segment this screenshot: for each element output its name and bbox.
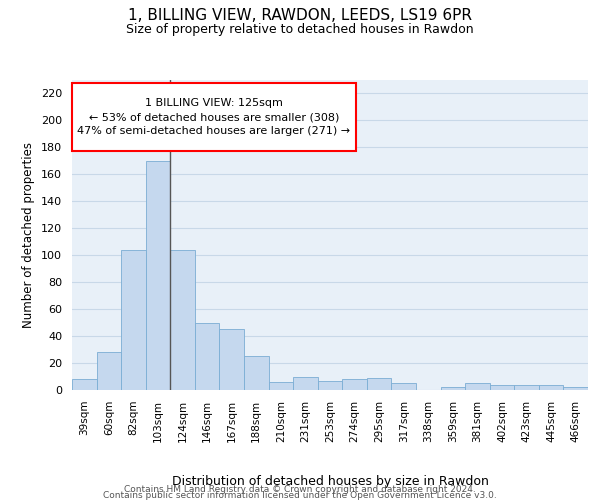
Bar — [563, 388, 588, 390]
Text: Distribution of detached houses by size in Rawdon: Distribution of detached houses by size … — [172, 474, 488, 488]
Bar — [539, 384, 563, 390]
Bar — [514, 384, 539, 390]
Bar — [170, 250, 195, 390]
Text: 1, BILLING VIEW, RAWDON, LEEDS, LS19 6PR: 1, BILLING VIEW, RAWDON, LEEDS, LS19 6PR — [128, 8, 472, 22]
Bar — [121, 250, 146, 390]
Text: 1 BILLING VIEW: 125sqm
← 53% of detached houses are smaller (308)
47% of semi-de: 1 BILLING VIEW: 125sqm ← 53% of detached… — [77, 98, 350, 136]
Bar — [220, 330, 244, 390]
Bar — [391, 384, 416, 390]
Bar — [293, 376, 318, 390]
Bar — [269, 382, 293, 390]
Bar — [367, 378, 391, 390]
Bar — [97, 352, 121, 390]
Bar — [146, 161, 170, 390]
Bar — [195, 322, 220, 390]
Text: Contains public sector information licensed under the Open Government Licence v3: Contains public sector information licen… — [103, 490, 497, 500]
Bar — [318, 380, 342, 390]
Bar — [465, 384, 490, 390]
Bar — [72, 379, 97, 390]
FancyBboxPatch shape — [72, 83, 356, 152]
Text: Size of property relative to detached houses in Rawdon: Size of property relative to detached ho… — [126, 22, 474, 36]
Bar — [440, 388, 465, 390]
Bar — [342, 379, 367, 390]
Bar — [244, 356, 269, 390]
Bar — [490, 384, 514, 390]
Text: Contains HM Land Registry data © Crown copyright and database right 2024.: Contains HM Land Registry data © Crown c… — [124, 484, 476, 494]
Y-axis label: Number of detached properties: Number of detached properties — [22, 142, 35, 328]
